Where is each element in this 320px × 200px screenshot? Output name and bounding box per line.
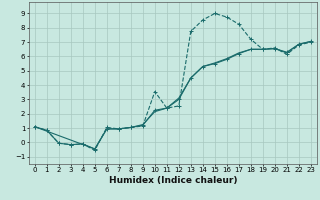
X-axis label: Humidex (Indice chaleur): Humidex (Indice chaleur) [108, 176, 237, 185]
